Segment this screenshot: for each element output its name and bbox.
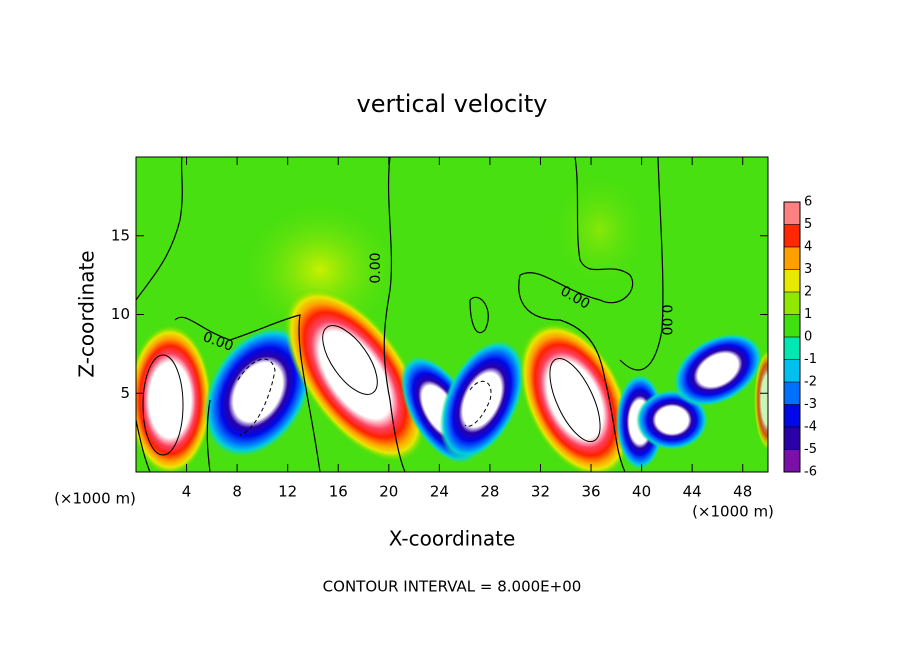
x-tick-label: 24 [430,483,449,501]
chart-title: vertical velocity [357,90,548,118]
colorbar-tick-label: 0 [804,330,812,345]
contour-label: 0.00 [368,252,384,283]
x-tick-label: 28 [480,483,499,501]
colorbar-tick-label: 3 [804,262,812,277]
colorbar-segment [784,292,800,315]
colorbar-tick-label: -6 [804,465,817,480]
colorbar-segment [784,247,800,270]
colorbar-tick-label: -3 [804,397,817,412]
field [136,157,768,472]
colorbar-tick-label: -2 [804,375,817,390]
colorbar-tick-label: 5 [804,217,812,232]
colorbar-tick-label: 1 [804,307,812,322]
x-tick-label: 48 [733,483,752,501]
x-unit: (×1000 m) [54,490,136,508]
colorbar-segment [784,269,800,292]
x-tick-label: 8 [232,483,242,501]
x-tick-label: 36 [581,483,600,501]
contour-label: 0.00 [658,304,674,335]
x-tick-label: 44 [683,483,702,501]
y-axis-label: Z-coordinate [75,250,99,377]
colorbar-tick-label: -5 [804,442,817,457]
colorbar-segment [784,427,800,450]
x-unit: (×1000 m) [692,503,774,521]
x-tick-label: 16 [329,483,348,501]
colorbar-segment [784,202,800,225]
colorbar-tick-label: -1 [804,352,817,367]
colorbar-tick-label: 4 [804,240,812,255]
y-tick-label: 10 [111,305,130,323]
footer: CONTOUR INTERVAL = 8.000E+00 [323,578,582,596]
x-axis-label: X-coordinate [389,527,516,551]
x-tick-label: 4 [182,483,192,501]
x-tick-label: 32 [531,483,550,501]
colorbar-segment [784,382,800,405]
colorbar-segment [784,337,800,360]
colorbar-tick-label: 6 [804,195,812,210]
colorbar-segment [784,404,800,427]
colorbar-segment [784,359,800,382]
x-tick-label: 12 [278,483,297,501]
y-tick-label: 5 [120,384,130,402]
x-tick-label: 20 [379,483,398,501]
y-tick-label: 15 [111,226,130,244]
colorbar-segment [784,449,800,472]
colorbar-tick-label: 2 [804,285,812,300]
colorbar-tick-label: -4 [804,420,817,435]
colorbar-segment [784,224,800,247]
x-tick-label: 40 [632,483,651,501]
colorbar-segment [784,314,800,337]
